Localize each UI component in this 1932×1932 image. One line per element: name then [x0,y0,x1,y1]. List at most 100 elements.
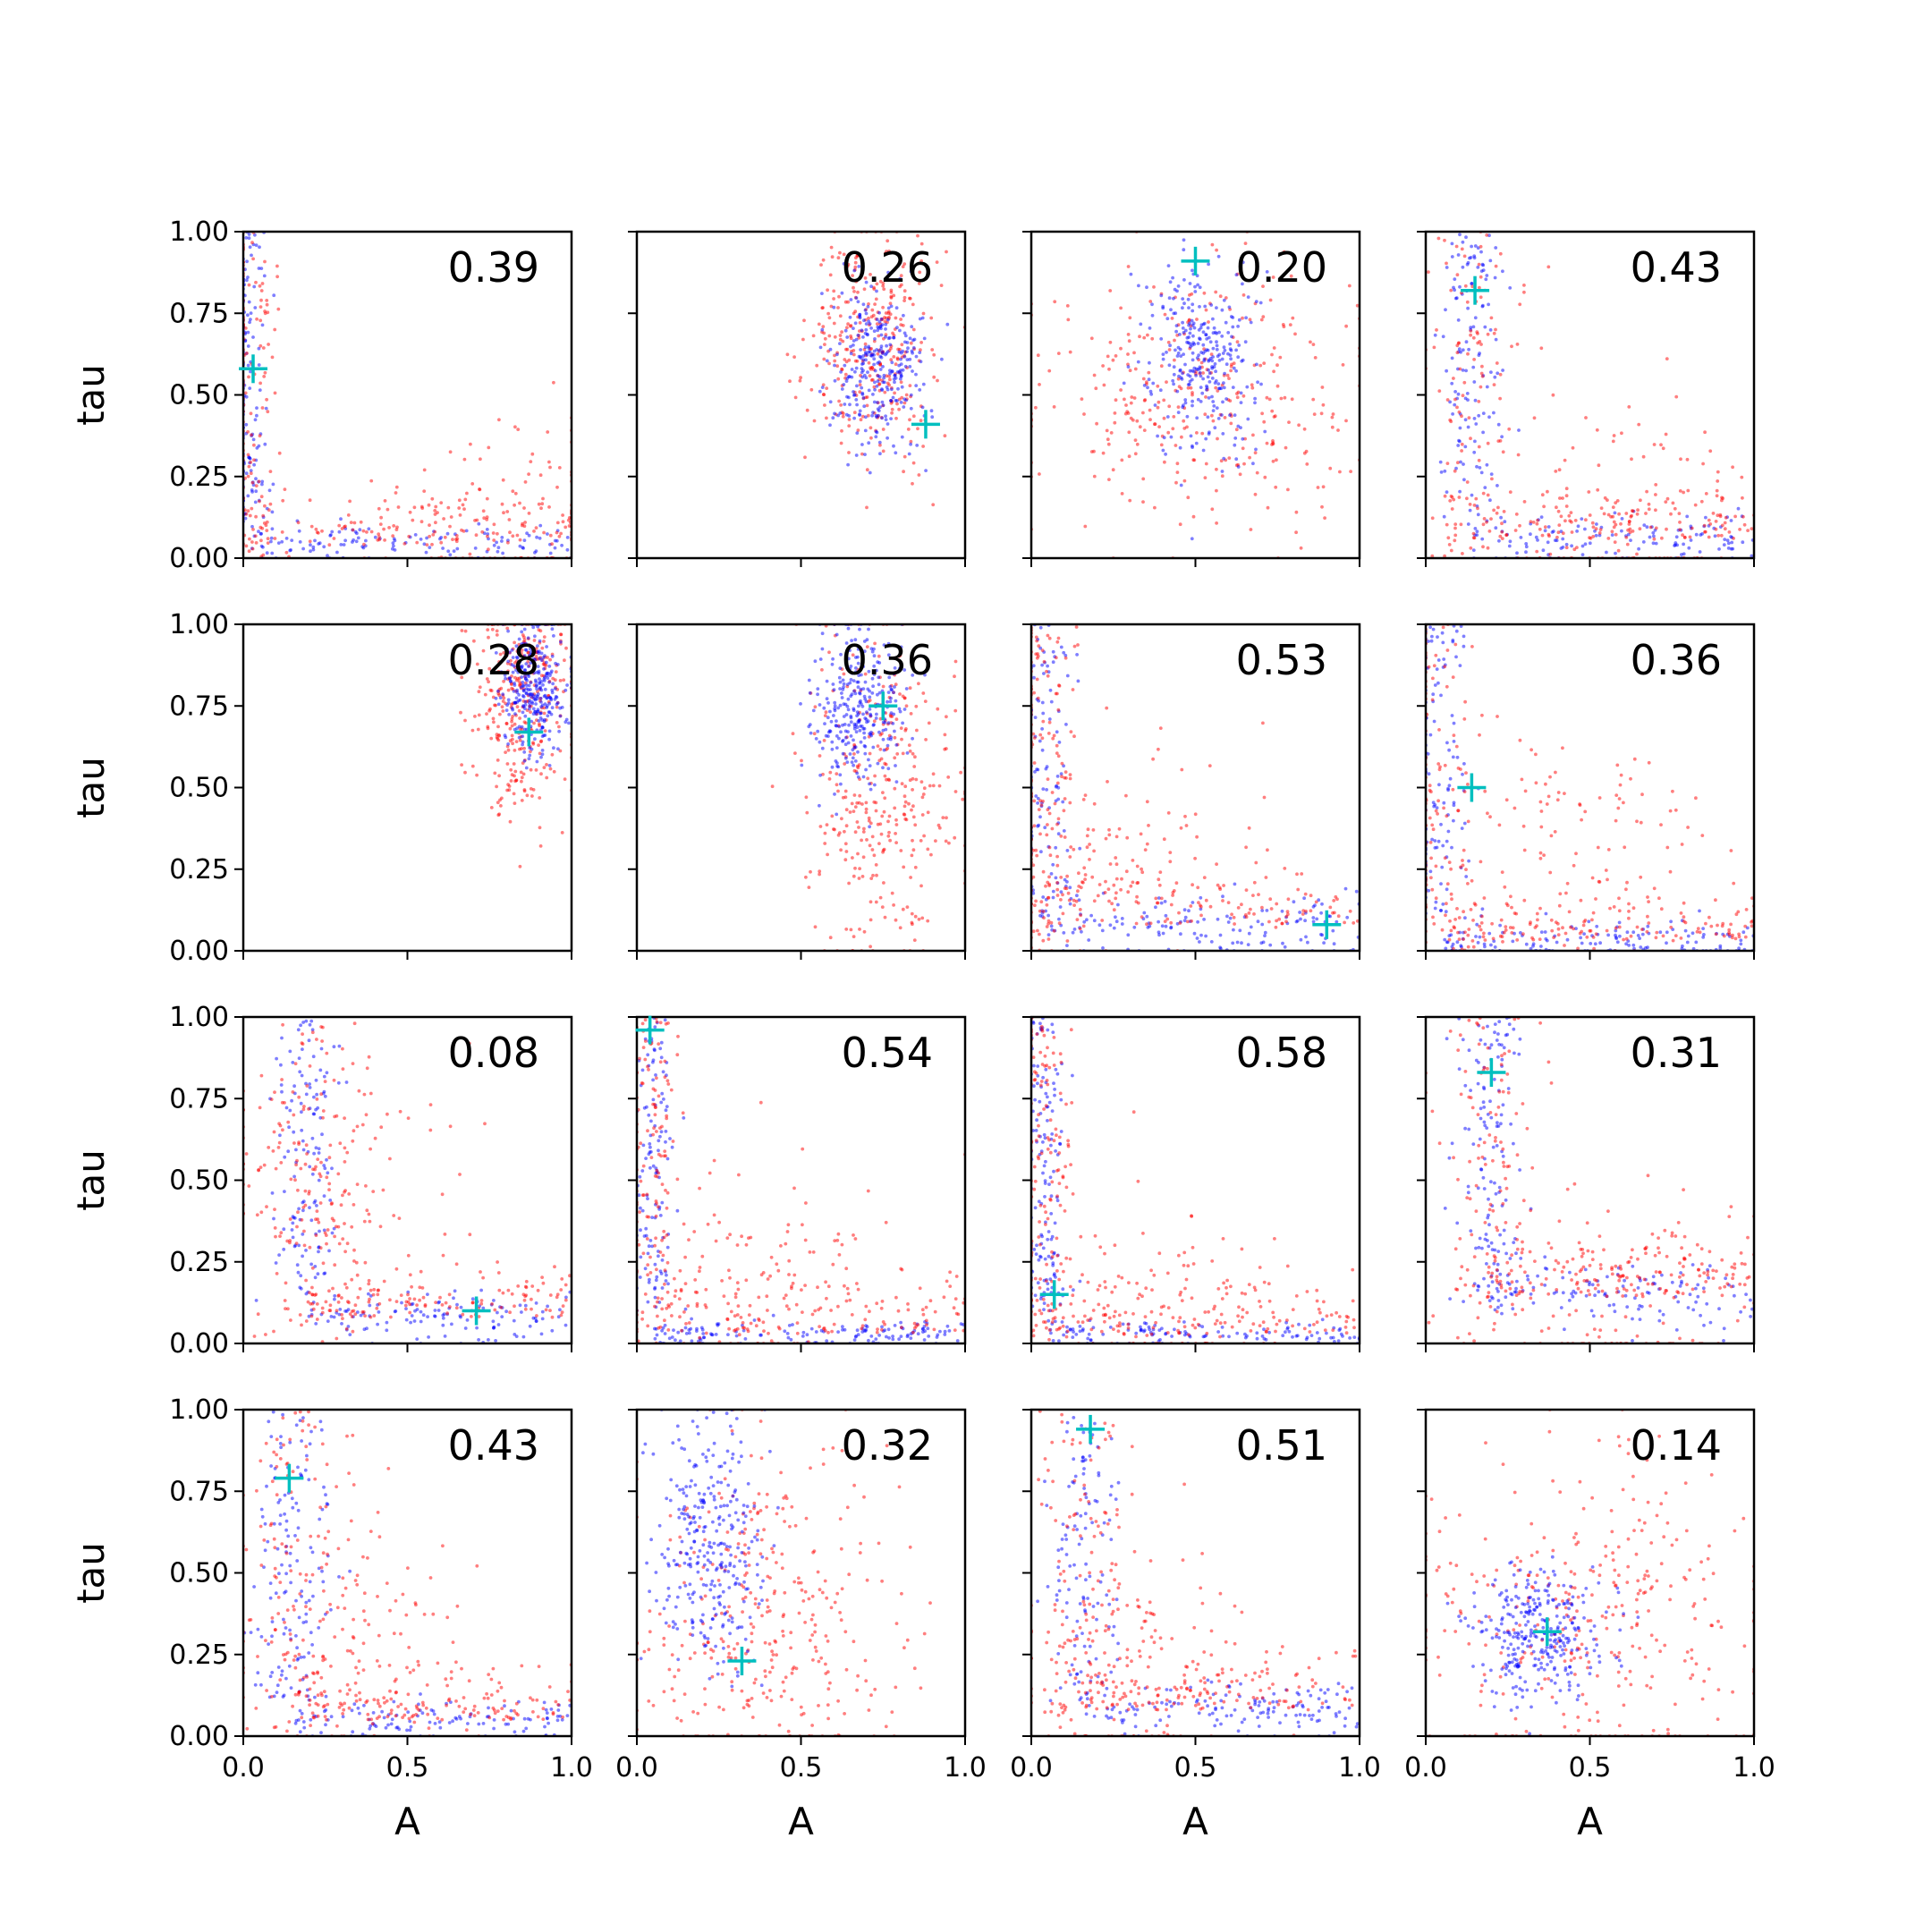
red-point [1598,528,1603,531]
blue-point [902,405,906,409]
red-point [460,763,463,767]
blue-point [439,536,444,539]
blue-point [840,387,844,391]
red-point [489,689,494,693]
blue-point [1164,452,1167,456]
red-point [856,852,860,856]
blue-point [843,742,848,747]
blue-point [1534,535,1538,539]
blue-point [1214,369,1217,374]
red-point [1645,489,1648,494]
blue-point [1041,895,1046,899]
red-point [1268,298,1273,302]
red-point [1349,470,1352,473]
red-point [1588,536,1591,539]
blue-point [1195,416,1199,420]
blue-point [1206,415,1210,419]
blue-point [1631,943,1636,947]
red-point [377,532,381,537]
red-point [921,792,926,796]
blue-point [1129,272,1133,276]
blue-point [889,688,894,691]
red-point [1034,405,1038,410]
blue-point [800,763,804,767]
red-point [1556,509,1561,513]
blue-point [393,538,397,543]
red-point [1452,946,1455,951]
blue-point [1080,929,1083,934]
red-point [1031,929,1036,934]
blue-point [1139,322,1143,326]
red-point [863,342,868,346]
red-point [548,533,553,538]
red-point [496,670,501,674]
red-point [827,361,831,366]
red-point [1501,940,1504,944]
blue-point [1461,240,1465,244]
blue-point [831,416,835,420]
blue-point [930,415,935,419]
red-point [1038,799,1043,803]
red-point [1314,900,1318,904]
blue-point [1555,940,1559,945]
blue-point [473,547,478,550]
blue-point [1447,748,1451,752]
red-point [1079,913,1083,918]
red-point [845,326,849,330]
blue-point [873,380,877,385]
red-point [878,443,882,447]
blue-point [270,551,275,555]
red-point [1060,775,1063,779]
red-point [1049,920,1054,925]
blue-point [852,339,856,343]
red-point [941,816,945,819]
blue-point [1205,337,1209,341]
red-point [492,720,496,724]
red-point [512,792,516,796]
blue-point [544,660,548,665]
red-point [1191,514,1196,519]
blue-point [921,382,926,386]
blue-point [865,720,869,724]
blue-point [269,539,273,544]
red-point [502,651,506,655]
red-point [793,395,798,400]
red-point [510,719,513,724]
red-point [517,642,521,647]
blue-point [1148,326,1152,330]
red-point [1120,458,1124,462]
red-point [474,533,479,538]
red-point [1591,911,1596,915]
blue-point [1439,909,1443,912]
red-point [1312,412,1317,416]
blue-point [1151,381,1156,386]
red-point [1082,412,1086,416]
red-point [1437,389,1442,393]
red-point [1449,892,1453,896]
blue-point [521,688,526,692]
blue-point [1450,381,1454,386]
red-point [1612,905,1616,909]
red-point [1443,554,1446,558]
red-point [351,528,355,532]
red-point [1113,420,1117,425]
blue-point [1508,286,1513,290]
blue-point [1483,486,1487,489]
blue-point [1038,815,1042,819]
blue-point [809,731,813,735]
red-point [1573,519,1578,522]
blue-point [557,729,561,733]
blue-point [1101,946,1105,950]
red-point [1112,883,1116,887]
blue-point [545,645,548,648]
red-point [910,911,914,916]
red-point [1215,862,1218,866]
red-point [1270,352,1274,357]
blue-point [1159,337,1164,341]
red-point [270,355,275,360]
red-point [899,849,903,852]
blue-point [1191,358,1195,362]
red-point [869,900,873,904]
blue-point [909,393,913,397]
red-point [1266,848,1269,852]
